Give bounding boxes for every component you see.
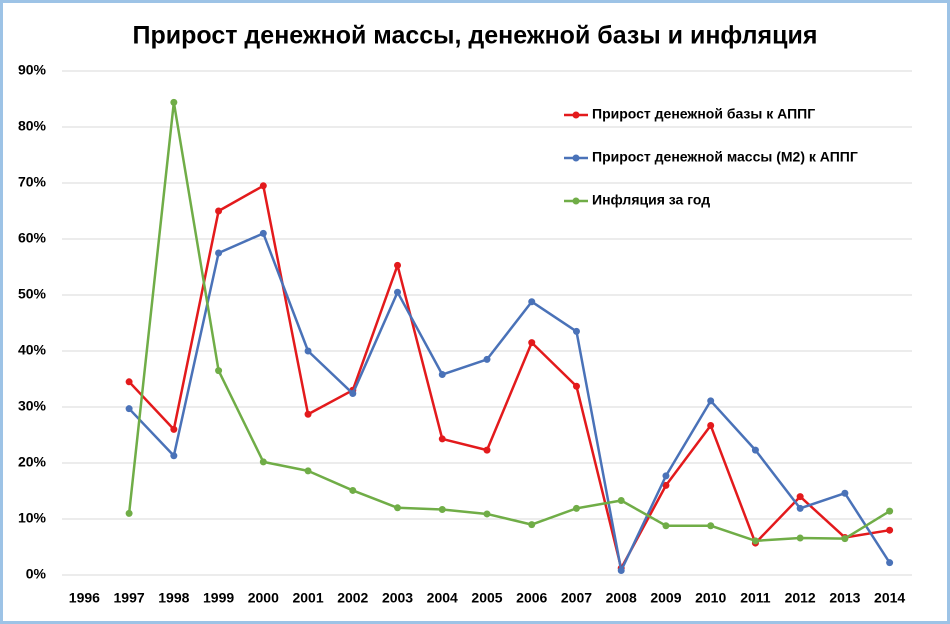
point — [707, 397, 715, 405]
x-tick-label: 2009 — [650, 590, 681, 606]
point — [528, 521, 536, 529]
series-line — [127, 101, 891, 543]
point — [304, 410, 312, 418]
point — [572, 327, 580, 335]
series-line — [128, 232, 891, 572]
point — [438, 435, 446, 443]
y-tick-label: 60% — [18, 230, 47, 246]
chart-title: Прирост денежной массы, денежной базы и … — [133, 22, 818, 50]
point — [528, 298, 536, 306]
point — [886, 507, 894, 515]
y-tick-label: 40% — [18, 342, 47, 358]
x-tick-label: 2012 — [785, 590, 816, 606]
legend-label: Инфляция за год — [592, 192, 710, 208]
x-tick-label: 2007 — [561, 590, 592, 606]
legend-marker — [572, 197, 580, 205]
y-tick-label: 70% — [18, 174, 47, 190]
x-tick-label: 2001 — [292, 590, 323, 606]
point — [751, 446, 759, 454]
point — [483, 355, 491, 363]
point — [796, 534, 804, 542]
point — [796, 504, 804, 512]
x-tick-label: 2000 — [248, 590, 279, 606]
point — [215, 207, 223, 215]
x-tick-label: 2011 — [740, 590, 771, 606]
point — [125, 509, 133, 517]
point — [125, 378, 133, 386]
x-tick-label: 1997 — [114, 590, 145, 606]
point — [259, 458, 267, 466]
point — [259, 182, 267, 190]
point — [572, 382, 580, 390]
legend-marker — [572, 111, 580, 119]
point — [528, 339, 536, 347]
x-tick-label: 2002 — [337, 590, 368, 606]
point — [483, 446, 491, 454]
point — [841, 489, 849, 497]
point — [483, 510, 491, 518]
point — [438, 505, 446, 513]
x-tick-label: 2010 — [695, 590, 726, 606]
point — [662, 522, 670, 530]
x-tick-label: 2006 — [516, 590, 547, 606]
point — [841, 535, 849, 543]
x-tick-label: 2003 — [382, 590, 413, 606]
series-line — [128, 184, 890, 570]
point — [886, 526, 894, 534]
point — [170, 98, 178, 106]
point — [304, 467, 312, 475]
point — [886, 559, 894, 567]
point — [349, 486, 357, 494]
point — [707, 522, 715, 530]
point — [796, 493, 804, 501]
point — [617, 567, 625, 575]
y-tick-label: 80% — [18, 118, 47, 134]
point — [304, 347, 312, 355]
x-tick-label: 2013 — [829, 590, 860, 606]
x-tick-label: 2005 — [471, 590, 502, 606]
legend-marker — [572, 154, 580, 162]
point — [394, 288, 402, 296]
y-tick-label: 90% — [18, 62, 47, 78]
point — [125, 405, 133, 413]
y-tick-label: 0% — [26, 566, 47, 582]
point — [215, 249, 223, 257]
x-tick-label: 1996 — [69, 590, 100, 606]
point — [751, 537, 759, 545]
x-tick-label: 1998 — [158, 590, 189, 606]
point — [662, 472, 670, 480]
legend-label: Прирост денежной базы к АППГ — [592, 106, 815, 122]
point — [394, 261, 402, 269]
point — [170, 425, 178, 433]
point — [617, 497, 625, 505]
x-tick-label: 1999 — [203, 590, 234, 606]
legend-label: Прирост денежной массы (М2) к АППГ — [592, 149, 858, 165]
y-tick-label: 20% — [18, 454, 47, 470]
y-tick-label: 50% — [18, 286, 47, 302]
point — [170, 452, 178, 460]
y-tick-label: 30% — [18, 398, 47, 414]
point — [259, 229, 267, 237]
point — [394, 504, 402, 512]
x-tick-label: 2004 — [427, 590, 458, 606]
x-tick-label: 2014 — [874, 590, 905, 606]
point — [662, 481, 670, 489]
point — [438, 371, 446, 379]
point — [349, 390, 357, 398]
point — [707, 421, 715, 429]
point — [215, 367, 223, 375]
y-tick-label: 10% — [18, 510, 47, 526]
point — [572, 504, 580, 512]
x-tick-label: 2008 — [606, 590, 637, 606]
